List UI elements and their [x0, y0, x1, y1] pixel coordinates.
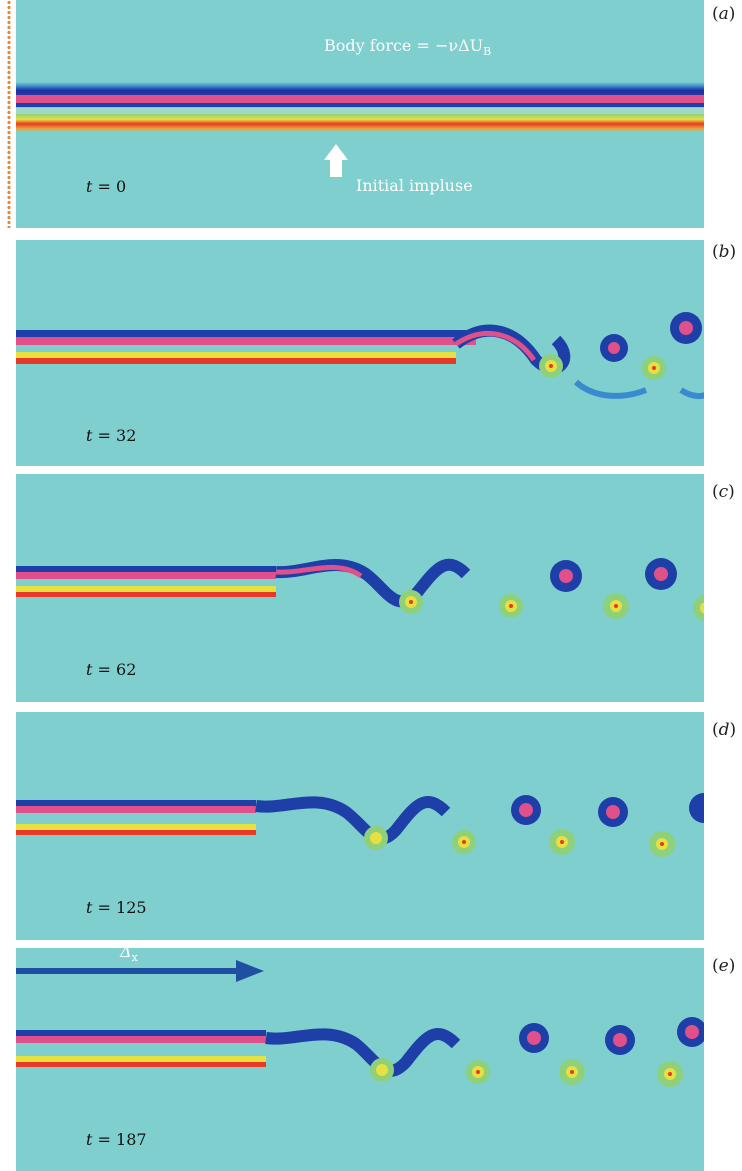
delta-x-arrow-shaft: [16, 968, 238, 974]
panel-label-c: (c): [712, 482, 735, 502]
panel-e: Δx t = 187: [16, 948, 704, 1171]
body-force-label: Body force = −νΔUB: [324, 36, 492, 59]
dotted-margin-strip: [6, 0, 12, 228]
panel-c-field: [16, 558, 704, 621]
panel-c: t = 62: [16, 474, 704, 702]
panel-e-field: [16, 960, 704, 1087]
delta-x-arrow-head: [236, 960, 264, 982]
panel-d: t = 125: [16, 712, 704, 940]
initial-impulse-label: Initial impluse: [356, 176, 473, 195]
panel-d-field: [16, 793, 704, 857]
time-label-e: t = 187: [86, 1130, 147, 1149]
time-label-d: t = 125: [86, 898, 147, 917]
panel-b-field: [16, 312, 704, 399]
time-label-c: t = 62: [86, 660, 137, 679]
time-label-a: t = 0: [86, 177, 127, 196]
delta-x-label: Δx: [120, 948, 138, 965]
panel-label-d: (d): [712, 720, 737, 740]
panel-a-field: [16, 82, 704, 177]
panel-a: Body force = −νΔUB Initial impluse t = 0: [16, 0, 704, 228]
panel-label-a: (a): [712, 4, 736, 24]
panel-label-e: (e): [712, 956, 736, 976]
panel-b: t = 32: [16, 240, 704, 466]
panel-label-b: (b): [712, 242, 737, 262]
time-label-b: t = 32: [86, 426, 137, 445]
